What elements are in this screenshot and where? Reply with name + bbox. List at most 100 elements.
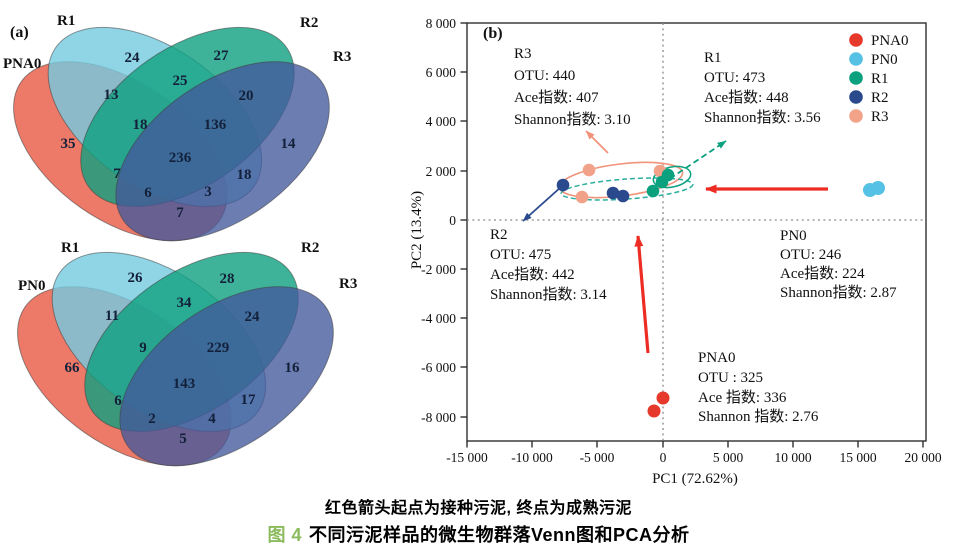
- venn-region-count: 18: [237, 167, 252, 183]
- venn-diagram-top: (a) PNA0 R1 R2 R3 24 27 13 25 20 35 18 1…: [3, 13, 351, 242]
- annotation-line: OTU : 325: [698, 370, 763, 386]
- venn-bottom-set-label-r2: R2: [301, 240, 319, 256]
- venn-region-count: 3: [204, 184, 212, 200]
- x-axis-title: PC1 (72.62%): [652, 471, 738, 487]
- figure-caption: 红色箭头起点为接种污泥, 终点为成熟污泥 图 4 不同污泥样品的微生物群落Venn…: [0, 494, 957, 547]
- figure-number: 图 4: [267, 525, 302, 545]
- plot-legend: PNA0 PN0 R1 R2 R3: [849, 33, 909, 125]
- venn-region-count: 16: [285, 360, 301, 376]
- legend-dot-r1: [849, 71, 863, 85]
- legend-label: R2: [871, 90, 889, 106]
- venn-top-set-label-pna0: PNA0: [3, 56, 41, 72]
- data-point-r2: [616, 189, 630, 203]
- annotation-line: OTU: 440: [514, 68, 575, 84]
- venn-region-count: 27: [214, 48, 230, 64]
- venn-region-count: 34: [177, 295, 193, 311]
- venn-top-set-label-r3: R3: [333, 49, 351, 65]
- x-axis-tick-labels: -15 000 -10 000 -5 000 0 5 000 10 000 15…: [446, 450, 942, 465]
- data-point-pn0: [871, 181, 885, 195]
- venn-region-count: 6: [114, 393, 122, 409]
- legend-label: R1: [871, 71, 889, 87]
- venn-region-count: 11: [105, 308, 119, 324]
- data-point-r3: [582, 163, 596, 177]
- venn-region-count: 2: [148, 411, 156, 427]
- venn-region-count: 24: [245, 309, 261, 325]
- annotation-line: PN0: [780, 228, 807, 244]
- venn-region-count: 20: [239, 88, 254, 104]
- cluster-ellipse-r1: [652, 165, 692, 189]
- y-tick-label: 2 000: [426, 164, 457, 179]
- venn-region-count: 18: [133, 117, 148, 133]
- x-tick-label: 10 000: [774, 450, 811, 465]
- venn-top-set-label-r2: R2: [300, 15, 318, 31]
- legend-dot-r3: [849, 109, 863, 123]
- y-tick-label: 8 000: [426, 16, 457, 31]
- legend-dot-pn0: [849, 52, 863, 66]
- data-point-r2: [606, 186, 620, 200]
- annotation-line: Ace指数: 442: [490, 266, 575, 283]
- venn-ellipse-r3: [115, 61, 330, 242]
- venn-region-count: 66: [65, 360, 81, 376]
- y-axis-ticks: [460, 22, 467, 418]
- y-axis-tick-labels: 8 000 6 000 4 000 2 000 0 -2 000 -4 000 …: [421, 16, 456, 425]
- venn-region-count: 14: [281, 136, 297, 152]
- venn-region-count: 6: [144, 185, 152, 201]
- data-point-r3: [575, 190, 589, 204]
- annotation-line: Shannon指数: 2.87: [780, 284, 897, 301]
- legend-label: PN0: [871, 52, 898, 68]
- venn-diagram-bottom: PN0 R1 R2 R3 26 28 11 34 24 66 9 229 16 …: [17, 240, 357, 467]
- venn-region-count: 5: [179, 431, 187, 447]
- y-tick-label: 6 000: [426, 65, 457, 80]
- y-tick-label: 0: [449, 213, 456, 228]
- venn-region-count: 28: [220, 271, 235, 287]
- x-tick-label: -5 000: [580, 450, 615, 465]
- plot-frame: [466, 22, 927, 442]
- venn-ellipse-r3: [119, 286, 334, 467]
- panel-b-label: (b): [483, 25, 503, 42]
- data-point-r1: [655, 175, 669, 189]
- data-point-pna0: [656, 391, 670, 405]
- series-r1-points: [646, 168, 675, 198]
- venn-region-count: 7: [176, 205, 184, 221]
- venn-top-set-label-r1: R1: [57, 13, 75, 29]
- figure-canvas: (a) PNA0 R1 R2 R3 24 27 13 25 20 35 18 1…: [3, 13, 942, 487]
- venn-region-count: 143: [173, 376, 196, 392]
- venn-region-count: 229: [207, 340, 230, 356]
- x-axis-ticks: [466, 441, 924, 448]
- annotation-line: Shannon指数: 3.14: [490, 286, 607, 303]
- legend-dot-pna0: [849, 33, 863, 47]
- annotation-line: R3: [514, 46, 532, 62]
- annotation-line: Shannon 指数: 2.76: [698, 408, 819, 425]
- annotation-line: OTU: 473: [704, 70, 765, 86]
- annotation-line: Ace指数: 407: [514, 89, 599, 106]
- venn-bottom-set-label-r1: R1: [61, 240, 79, 256]
- pca-plot: 8 000 6 000 4 000 2 000 0 -2 000 -4 000 …: [409, 16, 942, 487]
- y-tick-label: -8 000: [421, 410, 456, 425]
- x-tick-label: -15 000: [446, 450, 488, 465]
- caption-note: 红色箭头起点为接种污泥, 终点为成熟污泥: [325, 500, 632, 517]
- venn-region-count: 26: [128, 270, 144, 286]
- annotation-r1: R1 OTU: 473 Ace指数: 448 Shannon指数: 3.56: [704, 50, 821, 126]
- x-tick-label: 15 000: [839, 450, 876, 465]
- data-point-r2: [556, 178, 570, 192]
- y-axis-title: PC2 (13.4%): [409, 191, 425, 269]
- venn-region-count: 24: [125, 50, 141, 66]
- annotation-line: Ace指数: 224: [780, 265, 865, 282]
- venn-region-count: 136: [204, 117, 227, 133]
- series-r2-points: [556, 178, 630, 203]
- annotation-line: Ace 指数: 336: [698, 389, 787, 406]
- venn-region-count: 236: [169, 150, 192, 166]
- venn-region-count: 4: [208, 411, 216, 427]
- annotation-line: R1: [704, 50, 722, 66]
- annotation-line: R2: [490, 227, 508, 243]
- annotation-line: OTU: 475: [490, 247, 551, 263]
- data-point-pna0: [647, 404, 661, 418]
- x-tick-label: -10 000: [511, 450, 553, 465]
- annotation-line: PNA0: [698, 350, 736, 366]
- legend-label: R3: [871, 109, 889, 125]
- venn-region-count: 9: [139, 340, 147, 356]
- series-pna0-points: [647, 391, 670, 418]
- annotation-pn0: PN0 OTU: 246 Ace指数: 224 Shannon指数: 2.87: [780, 228, 897, 301]
- y-tick-label: -4 000: [421, 311, 456, 326]
- annotation-pna0: PNA0 OTU : 325 Ace 指数: 336 Shannon 指数: 2…: [698, 350, 819, 425]
